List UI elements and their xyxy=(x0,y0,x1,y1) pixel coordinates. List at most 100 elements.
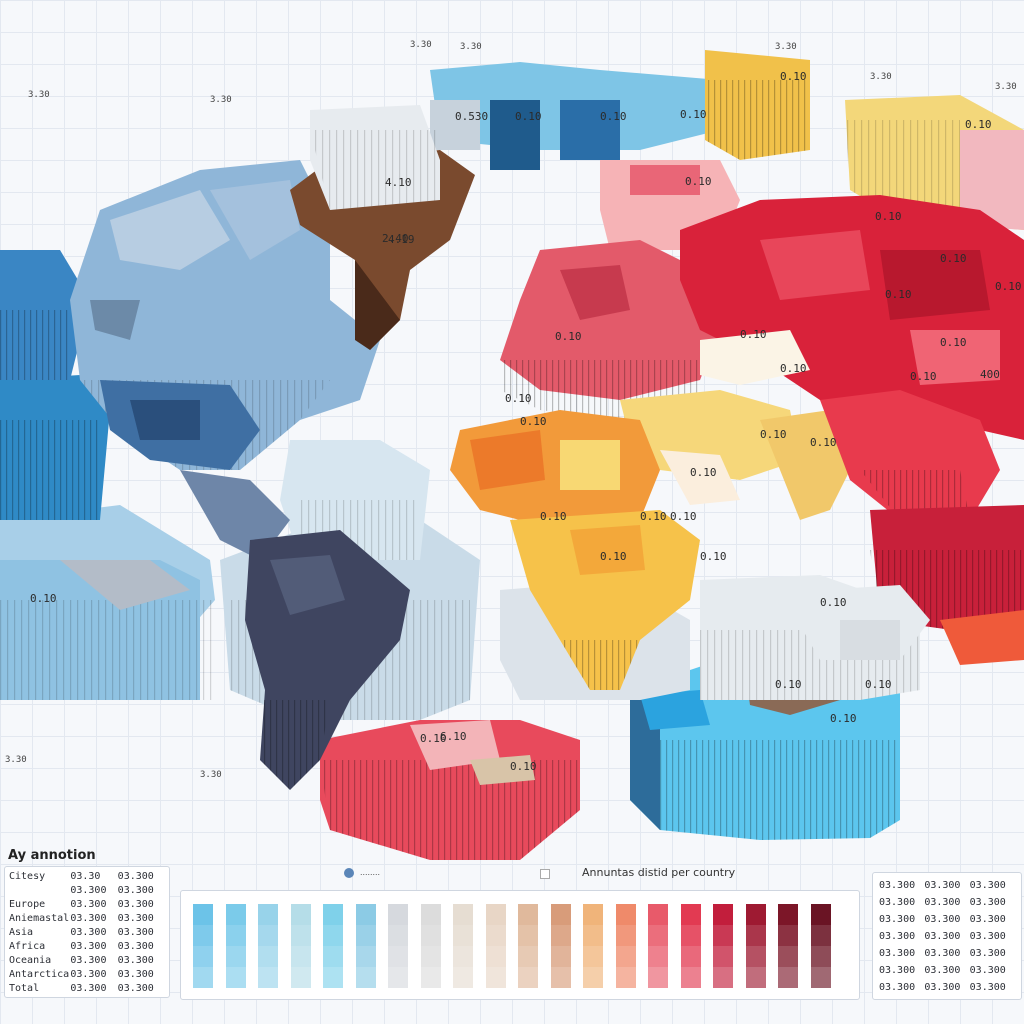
bar-value-label: 0.10 xyxy=(780,362,807,375)
row-value: 03.300 xyxy=(879,931,916,942)
row-label: Citesy xyxy=(9,870,46,882)
row-value: 03.300 xyxy=(969,931,1006,942)
legend-marker-label: ........ xyxy=(360,867,381,877)
row-value: 03.300 xyxy=(117,926,154,938)
row-value: 03.300 xyxy=(70,982,107,994)
row-label: Total xyxy=(9,982,40,994)
region-africa-central xyxy=(510,510,700,690)
row-value: 03.300 xyxy=(969,897,1006,908)
table-row: 03.300 03.300 03.300 xyxy=(879,877,1015,894)
row-value: 03.300 xyxy=(117,940,154,952)
row-label: Asia xyxy=(9,926,34,938)
row-value: 03.300 xyxy=(879,948,916,959)
bar-value-label: 0.10 xyxy=(910,370,937,383)
row-value: 03.300 xyxy=(879,965,916,976)
right-table-rows: 03.300 03.300 03.300 03.300 03.300 03.300 03.3… xyxy=(879,877,1015,996)
legend-swatch xyxy=(713,904,733,988)
region-south-america xyxy=(245,530,410,790)
bar-value-label: 4.10 xyxy=(385,176,412,189)
table-row: 03.300 03.300 03.300 xyxy=(879,911,1015,928)
bar-value-label: 0.10 xyxy=(670,510,697,523)
bar-value-label: 0.10 xyxy=(600,550,627,563)
legend-swatch xyxy=(615,904,636,988)
bar-value-label: 6.10 xyxy=(440,730,467,743)
row-value: 03.300 xyxy=(924,897,961,908)
row-value: 03.300 xyxy=(70,884,107,896)
legend-swatch xyxy=(518,904,538,988)
legend-swatch xyxy=(550,904,571,988)
row-value: 03.300 xyxy=(70,912,107,924)
bar-value-label: 0.10 xyxy=(965,118,992,131)
bar-value-label: 0.10 xyxy=(820,596,847,609)
legend-swatch xyxy=(485,904,506,988)
row-value: 03.300 xyxy=(70,940,107,952)
legend-checkbox[interactable] xyxy=(540,869,550,879)
legend-swatch xyxy=(420,904,441,988)
table-row: 03.300 03.300 03.300 xyxy=(879,894,1015,911)
row-value: 03.300 xyxy=(924,948,961,959)
bar-value-label: 0.10 xyxy=(830,712,857,725)
tick-label: 3.30 xyxy=(775,42,797,52)
bar-value-label: 0.10 xyxy=(885,288,912,301)
bar-value-label: 0.530 xyxy=(455,110,488,123)
row-label: Oceania xyxy=(9,954,52,966)
legend-swatch xyxy=(323,904,343,988)
row-value: 03.300 xyxy=(969,982,1006,993)
row-value: 03.300 xyxy=(70,968,107,980)
tick-label: 3.30 xyxy=(460,42,482,52)
bar-value-label: 0.10 xyxy=(940,252,967,265)
bar-value-label: 0.10 xyxy=(865,678,892,691)
tick-label: 3.30 xyxy=(200,770,222,780)
tick-label: 3.30 xyxy=(210,95,232,105)
legend-swatch xyxy=(453,904,473,988)
table-row: Asia 03.300 03.300 xyxy=(9,925,165,939)
bar-value-label: 0.10 xyxy=(760,428,787,441)
table-row: 03.300 03.300 03.300 xyxy=(879,979,1015,996)
row-value: 03.300 xyxy=(969,914,1006,925)
row-value: 03.300 xyxy=(969,948,1006,959)
row-value: 03.300 xyxy=(879,880,916,891)
row-value: 03.300 xyxy=(117,912,154,924)
left-table-rows: Citesy 03.30 03.300 03.300 03.300 Europe 03.30… xyxy=(9,869,165,995)
row-value: 03.300 xyxy=(879,914,916,925)
legend-marker-dot xyxy=(344,868,354,878)
bar-value-label: 400 xyxy=(980,368,1000,381)
bar-value-label: 0.10 xyxy=(780,70,807,83)
bar-value-label: 0.10 xyxy=(420,732,447,745)
row-value: 03.300 xyxy=(924,880,961,891)
row-value: 03.300 xyxy=(70,926,107,938)
bar-value-label: 0.10 xyxy=(505,392,532,405)
bar-value-label: 0.10 xyxy=(875,210,902,223)
bar-value-label: 4.19 xyxy=(388,233,415,246)
bar-value-label: 0.10 xyxy=(520,415,547,428)
row-value: 03.300 xyxy=(117,954,154,966)
row-value: 03.300 xyxy=(924,965,961,976)
tick-label: 3.30 xyxy=(28,90,50,100)
bar-value-label: 0.10 xyxy=(810,436,837,449)
tick-label: 3.30 xyxy=(410,40,432,50)
bar-label-layer: 4.10 4.19 0.530 0.10 0.10 0.10 0.10 0.10 0.10 0.1… xyxy=(30,70,1022,773)
bar-value-label: 0.10 xyxy=(640,510,667,523)
bar-value-label: 0.10 xyxy=(690,466,717,479)
region-africa-north xyxy=(450,410,740,530)
row-value: 03.300 xyxy=(70,954,107,966)
table-row: 03.300 03.300 03.300 xyxy=(879,928,1015,945)
legend-swatch xyxy=(583,904,603,988)
region-left-ocean xyxy=(0,250,215,700)
row-value: 03.300 xyxy=(879,982,916,993)
table-row: 03.300 03.300 03.300 xyxy=(879,962,1015,979)
row-value: 03.300 xyxy=(924,982,961,993)
legend-swatch xyxy=(810,904,831,988)
row-value: 03.300 xyxy=(117,898,154,910)
left-table-title: Ay annotion xyxy=(8,848,96,863)
legend-swatch xyxy=(745,904,766,988)
row-value: 03.300 xyxy=(117,982,154,994)
row-label: Antarctica xyxy=(9,968,70,980)
row-value: 03.300 xyxy=(117,870,154,882)
row-label: Europe xyxy=(9,898,46,910)
row-value: 03.300 xyxy=(879,897,916,908)
bar-value-label: 0.10 xyxy=(700,550,727,563)
row-value: 03.300 xyxy=(969,880,1006,891)
bar-value-label: 0.10 xyxy=(515,110,542,123)
row-value: 03.300 xyxy=(924,931,961,942)
